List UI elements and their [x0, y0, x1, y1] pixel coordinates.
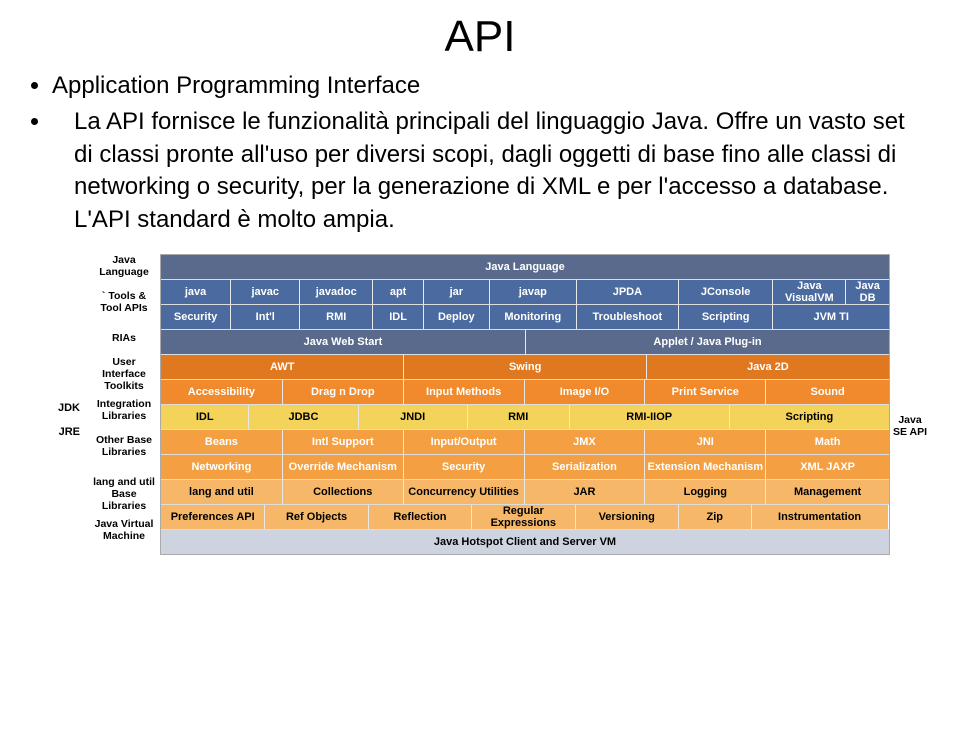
diagram-cell: Java Language [161, 255, 889, 279]
diagram-row: lang and utilCollectionsConcurrency Util… [161, 479, 889, 504]
diagram-cell: Int'l [230, 305, 299, 329]
java-platform-diagram: JDKJRE Java Language` Tools & Tool APIsR… [30, 254, 930, 555]
category-label: RIAs [88, 326, 160, 350]
diagram-cell: Input/Output [403, 430, 524, 454]
diagram-cell: Java VisualVM [772, 280, 845, 304]
diagram-cell: Drag n Drop [282, 380, 403, 404]
diagram-row: AccessibilityDrag n DropInput MethodsIma… [161, 379, 889, 404]
page-title: API [30, 12, 930, 62]
category-label: Other Base Libraries [88, 422, 160, 470]
diagram-cell: RMI [299, 305, 372, 329]
diagram-cell: JPDA [576, 280, 678, 304]
diagram-cell: Security [161, 305, 230, 329]
right-axis: Java SE API [890, 254, 930, 542]
diagram-cell: Input Methods [403, 380, 524, 404]
diagram-row: NetworkingOverride MechanismSecuritySeri… [161, 454, 889, 479]
bullet-2: La API fornisce le funzionalità principa… [52, 106, 930, 236]
diagram-row: Java Hotspot Client and Server VM [161, 529, 889, 554]
diagram-cell: Beans [161, 430, 282, 454]
diagram-cell: Concurrency Utilities [403, 480, 524, 504]
row-category-labels: Java Language` Tools & Tool APIsRIAsUser… [88, 254, 160, 555]
diagram-cell: Security [403, 455, 524, 479]
diagram-cell: Serialization [524, 455, 645, 479]
jdk-label: JDK [58, 402, 84, 414]
diagram-cell: Java DB [845, 280, 889, 304]
diagram-cell: Reflection [368, 505, 471, 529]
diagram-cell: RMI [467, 405, 569, 429]
diagram-cell: Regular Expressions [471, 505, 574, 529]
diagram-cell: Print Service [644, 380, 765, 404]
diagram-cell: apt [372, 280, 423, 304]
diagram-cell: Java Web Start [161, 330, 525, 354]
diagram-cell: Zip [678, 505, 751, 529]
bullet-list: Application Programming Interface La API… [30, 70, 930, 236]
diagram-row: Preferences APIRef ObjectsReflectionRegu… [161, 504, 889, 529]
diagram-cell: RMI-IIOP [569, 405, 729, 429]
category-label: ` Tools & Tool APIs [88, 278, 160, 326]
diagram-cell: Extension Mechanism [644, 455, 765, 479]
diagram-cell: Troubleshoot [576, 305, 678, 329]
diagram-row: BeansIntl SupportInput/OutputJMXJNIMath [161, 429, 889, 454]
category-label: Java Virtual Machine [88, 518, 160, 542]
diagram-cell: IDL [161, 405, 248, 429]
diagram-cell: Intl Support [282, 430, 403, 454]
diagram-cell: Scripting [678, 305, 773, 329]
diagram-cell: JNDI [358, 405, 467, 429]
diagram-cell: Sound [765, 380, 889, 404]
diagram-cell: javap [489, 280, 576, 304]
diagram-cell: java [161, 280, 230, 304]
diagram-cell: jar [423, 280, 489, 304]
diagram-cell: Java Hotspot Client and Server VM [161, 530, 889, 554]
left-axis: JDK JRE [30, 254, 88, 542]
diagram-grid: Java Languagejavajavacjavadocaptjarjavap… [160, 254, 890, 555]
diagram-cell: Logging [644, 480, 765, 504]
diagram-cell: JNI [644, 430, 765, 454]
diagram-cell: Swing [403, 355, 645, 379]
diagram-cell: Accessibility [161, 380, 282, 404]
diagram-cell: IDL [372, 305, 423, 329]
diagram-cell: Monitoring [489, 305, 576, 329]
category-label: lang and util Base Libraries [88, 470, 160, 518]
category-label: Integration Libraries [88, 398, 160, 422]
diagram-cell: lang and util [161, 480, 282, 504]
diagram-cell: Preferences API [161, 505, 264, 529]
diagram-cell: Image I/O [524, 380, 645, 404]
diagram-row: javajavacjavadocaptjarjavapJPDAJConsoleJ… [161, 279, 889, 304]
diagram-cell: Java 2D [646, 355, 889, 379]
diagram-row: IDLJDBCJNDIRMIRMI-IIOPScripting [161, 404, 889, 429]
bullet-1: Application Programming Interface [52, 70, 930, 102]
diagram-cell: Versioning [575, 505, 678, 529]
diagram-cell: Applet / Java Plug-in [525, 330, 889, 354]
diagram-row: Java Language [161, 255, 889, 279]
diagram-cell: Ref Objects [264, 505, 367, 529]
diagram-cell: Scripting [729, 405, 889, 429]
diagram-row: SecurityInt'lRMIIDLDeployMonitoringTroub… [161, 304, 889, 329]
jre-label: JRE [59, 426, 84, 438]
diagram-cell: Instrumentation [751, 505, 888, 529]
category-label: Java Language [88, 254, 160, 278]
diagram-cell: JAR [524, 480, 645, 504]
diagram-row: AWTSwingJava 2D [161, 354, 889, 379]
diagram-cell: Math [765, 430, 889, 454]
diagram-cell: JConsole [678, 280, 773, 304]
java-se-api-label: Java SE API [892, 414, 928, 438]
diagram-cell: Deploy [423, 305, 489, 329]
diagram-cell: Collections [282, 480, 403, 504]
diagram-cell: javac [230, 280, 299, 304]
diagram-cell: Management [765, 480, 889, 504]
diagram-cell: XML JAXP [765, 455, 889, 479]
diagram-cell: JDBC [248, 405, 357, 429]
diagram-cell: JVM TI [772, 305, 888, 329]
diagram-cell: javadoc [299, 280, 372, 304]
category-label: User Interface Toolkits [88, 350, 160, 398]
diagram-cell: Networking [161, 455, 282, 479]
diagram-cell: Override Mechanism [282, 455, 403, 479]
diagram-row: Java Web StartApplet / Java Plug-in [161, 329, 889, 354]
diagram-cell: JMX [524, 430, 645, 454]
diagram-cell: AWT [161, 355, 403, 379]
